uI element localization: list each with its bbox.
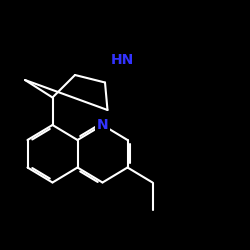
Text: N: N <box>97 118 108 132</box>
Text: HN: HN <box>111 53 134 67</box>
